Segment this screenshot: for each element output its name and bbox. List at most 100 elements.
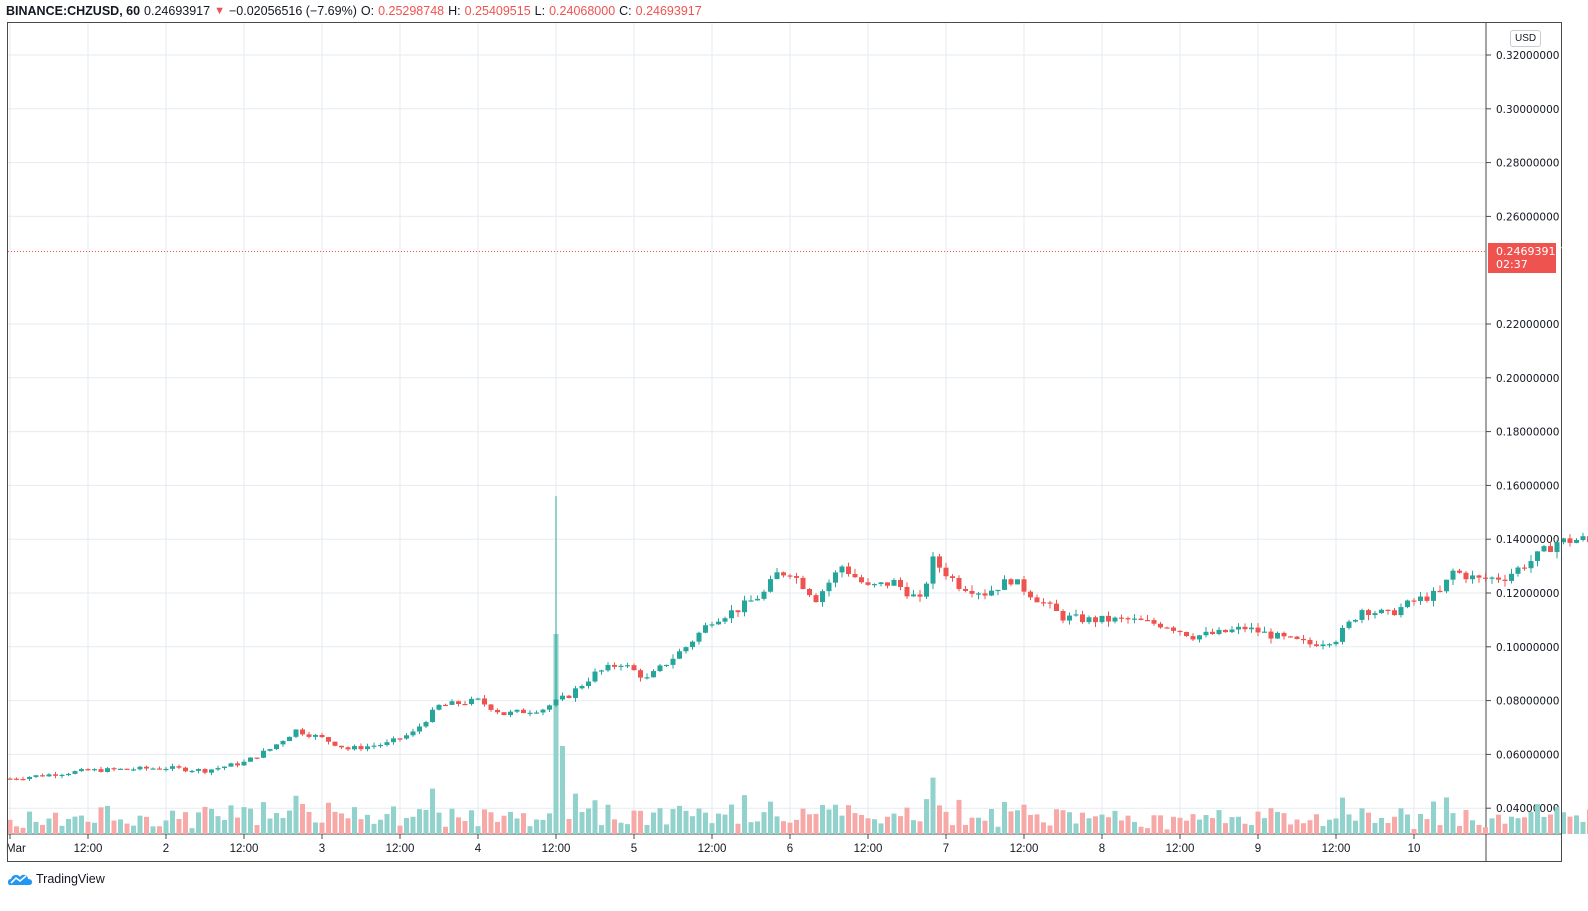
volume-bar [852, 813, 858, 834]
price-axis-label: 0.04000000 [1496, 803, 1559, 815]
candle [430, 709, 435, 723]
candle [963, 588, 968, 591]
volume-bar [1060, 810, 1066, 834]
candle [1483, 577, 1488, 579]
volume-bar [768, 801, 773, 834]
volume-bar [7, 819, 13, 834]
volume-bar [943, 811, 949, 834]
tradingview-brand[interactable]: TradingView [8, 872, 105, 886]
candle [267, 749, 273, 751]
candle [813, 595, 819, 603]
volume-bar [1346, 814, 1352, 834]
time-axis-label: 12:00 [386, 843, 415, 855]
volume-bar [209, 808, 214, 834]
candle [787, 575, 793, 577]
candle [306, 734, 312, 737]
candle [92, 769, 97, 771]
volume-bar [813, 813, 819, 834]
volume-bar [1379, 817, 1384, 834]
volume-bar [274, 813, 279, 834]
volume-bar [1275, 811, 1280, 834]
volume-bar [664, 824, 669, 834]
volume-bar [703, 812, 708, 834]
candle [774, 572, 780, 580]
time-axis-label: 12:00 [74, 843, 103, 855]
symbol-title[interactable]: BINANCE:CHZUSD, 60 [6, 4, 141, 18]
candle [1151, 620, 1157, 624]
volume-bar [709, 823, 715, 834]
candle [911, 594, 916, 597]
time-axis-label: 9 [1255, 843, 1261, 855]
volume-bar [690, 816, 695, 834]
candle [768, 579, 773, 592]
candle [131, 769, 136, 771]
candle [1346, 621, 1352, 628]
candle [1561, 538, 1566, 543]
volume-bar [859, 814, 864, 834]
volume-bar [14, 826, 19, 834]
candle [300, 729, 305, 735]
volume-bar [1242, 823, 1248, 834]
candle [989, 590, 994, 596]
price-change: −0.02056516 (−7.69%) [228, 4, 357, 18]
volume-bar [911, 820, 916, 834]
candle [20, 778, 26, 781]
candle [196, 769, 201, 771]
volume-bar [625, 824, 630, 834]
candle [924, 583, 929, 597]
candle [53, 774, 58, 776]
candle [215, 768, 221, 770]
candle [449, 701, 455, 705]
candle [1372, 613, 1378, 616]
candle [1255, 627, 1261, 633]
volume-bar [1418, 813, 1423, 834]
time-axis-label: 5 [631, 843, 637, 855]
candle [781, 572, 786, 576]
volume-bar [781, 821, 786, 834]
candle [1002, 579, 1007, 590]
candle [46, 774, 52, 777]
volume-bar [319, 822, 325, 834]
candle [332, 741, 338, 746]
price-axis-label: 0.20000000 [1496, 373, 1559, 385]
volume-bar [371, 823, 377, 834]
volume-bar [800, 808, 806, 834]
candle [410, 731, 416, 736]
candle [1580, 536, 1586, 541]
candle [1515, 567, 1521, 574]
volume-bar [1067, 812, 1072, 834]
candle [1457, 570, 1462, 573]
candle [670, 658, 676, 665]
volume-bar [1255, 811, 1261, 834]
volume-bar [215, 816, 221, 834]
candle [1489, 577, 1495, 579]
volume-bar [1216, 810, 1222, 834]
time-axis-label: 12:00 [1322, 843, 1351, 855]
currency-badge[interactable]: USD [1510, 30, 1542, 47]
candle [748, 600, 754, 602]
candle [735, 610, 741, 613]
volume-bar [982, 820, 988, 834]
volume-bar [1567, 816, 1573, 834]
candle [1418, 596, 1423, 601]
volume-bar [410, 816, 416, 834]
candle [1054, 603, 1059, 611]
candle [14, 778, 19, 780]
volume-bar [339, 813, 344, 834]
high-label: H: [448, 4, 461, 18]
candle [1080, 614, 1085, 623]
volume-bar [150, 826, 156, 834]
close-value: 0.24693917 [635, 4, 702, 18]
volume-bar [898, 816, 903, 834]
candle [859, 577, 864, 583]
volume-bar [345, 818, 351, 834]
volume-bar [1496, 814, 1501, 834]
candle [72, 771, 78, 774]
candle [833, 572, 838, 583]
candle [118, 768, 123, 770]
volume-bar [599, 825, 604, 834]
candle [982, 593, 988, 596]
volume-bar [1561, 812, 1566, 834]
volume-bar [553, 634, 559, 834]
